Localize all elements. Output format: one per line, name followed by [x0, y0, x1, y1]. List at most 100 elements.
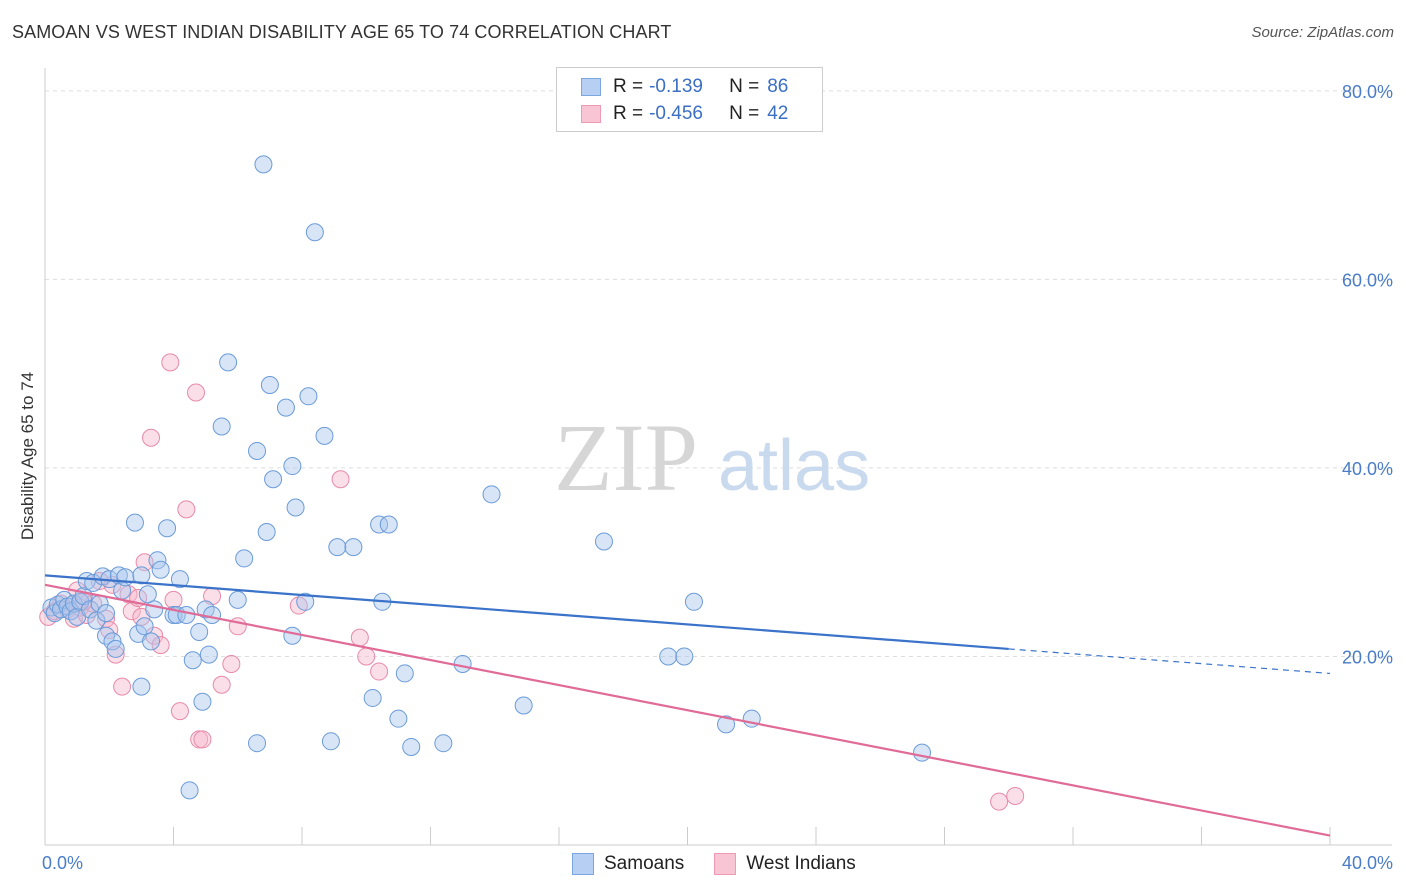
series-legend: Samoans West Indians	[572, 852, 886, 876]
samoans-point	[190, 622, 209, 641]
samoans-trend-extension	[1008, 648, 1331, 675]
west-indians-point	[193, 730, 212, 749]
samoans-point	[389, 709, 408, 728]
west-indians-point	[164, 590, 183, 609]
samoans-point	[180, 781, 199, 800]
west-indians-r-value: -0.456	[649, 103, 703, 124]
x-tick-label-max: 40.0%	[1342, 853, 1393, 873]
legend-item-samoans: Samoans	[572, 853, 684, 875]
legend-row-samoans: R = -0.139 N = 86	[581, 75, 788, 99]
samoans-point	[370, 515, 389, 534]
watermark-atlas: atlas	[718, 426, 870, 506]
samoans-point	[145, 600, 164, 619]
west-indians-point	[1006, 786, 1025, 805]
samoans-point	[199, 645, 218, 664]
west-indians-point	[106, 645, 125, 664]
tick-labels: 20.0% 40.0% 60.0% 80.0% 0.0% 40.0%	[42, 82, 1393, 873]
samoans-point	[675, 647, 694, 666]
samoans-n-label: N =	[729, 76, 760, 97]
samoans-r-value: -0.139	[649, 76, 703, 97]
samoans-point	[717, 715, 736, 734]
samoans-points	[42, 155, 932, 800]
samoans-point	[286, 498, 305, 517]
y-tick-label: 60.0%	[1342, 270, 1393, 290]
samoans-n-value: 86	[767, 76, 789, 97]
samoans-point	[299, 387, 318, 406]
samoans-point	[132, 677, 151, 696]
y-tick-label: 40.0%	[1342, 459, 1393, 479]
y-tick-label: 80.0%	[1342, 82, 1393, 102]
west-indians-point	[145, 626, 164, 645]
samoans-point	[264, 470, 283, 489]
west-indians-legend-label: West Indians	[746, 853, 856, 874]
trend-lines	[44, 574, 1331, 837]
x-tick-label-min: 0.0%	[42, 853, 83, 873]
samoans-point	[183, 651, 202, 670]
samoans-point	[296, 592, 315, 611]
samoans-swatch	[581, 78, 601, 96]
samoans-point	[453, 655, 472, 674]
samoans-point	[305, 223, 324, 242]
axes	[44, 68, 1392, 846]
samoans-point	[283, 626, 302, 645]
west-indians-point	[142, 428, 161, 447]
watermark: ZIP atlas	[554, 404, 870, 511]
west-indians-point	[100, 621, 119, 640]
chart-title: SAMOAN VS WEST INDIAN DISABILITY AGE 65 …	[12, 22, 672, 42]
samoans-point	[177, 605, 196, 624]
samoans-point	[158, 519, 177, 538]
samoans-point	[321, 732, 340, 751]
samoans-point	[684, 592, 703, 611]
samoans-point	[116, 568, 135, 587]
samoans-point	[212, 417, 231, 436]
samoans-legend-swatch	[572, 853, 594, 875]
west-indians-point	[370, 662, 389, 681]
samoans-point	[328, 538, 347, 557]
samoans-point	[64, 594, 83, 613]
west-indians-point	[177, 500, 196, 519]
samoans-point	[132, 566, 151, 585]
west-indians-n-value: 42	[767, 103, 789, 124]
samoans-point	[71, 592, 90, 611]
west-indians-point	[990, 792, 1009, 811]
samoans-point	[219, 353, 238, 372]
west-indians-point	[170, 702, 189, 721]
samoans-point	[482, 485, 501, 504]
samoans-point	[594, 532, 613, 551]
west-indians-point	[222, 655, 241, 674]
samoans-point	[203, 605, 222, 624]
west-indians-point	[151, 636, 170, 655]
watermark-zip: ZIP	[554, 404, 698, 511]
samoans-legend-label: Samoans	[604, 853, 685, 874]
west-indians-point	[161, 353, 180, 372]
west-indians-point	[357, 647, 376, 666]
samoans-point	[283, 457, 302, 476]
west-indians-point	[212, 675, 231, 694]
samoans-point	[260, 375, 279, 394]
samoans-point	[135, 617, 154, 636]
samoans-trend-line	[44, 574, 1009, 651]
samoans-point	[344, 538, 363, 557]
samoans-point	[315, 426, 334, 445]
legend-row-west-indians: R = -0.456 N = 42	[581, 102, 788, 126]
west-indians-point	[113, 677, 132, 696]
samoans-point	[434, 734, 453, 753]
samoans-point	[276, 398, 295, 417]
west-indians-r-label: R =	[613, 103, 644, 124]
samoans-point	[379, 515, 398, 534]
samoans-point	[151, 560, 170, 579]
west-indians-legend-swatch	[714, 853, 737, 875]
samoans-point	[395, 664, 414, 683]
legend-item-west-indians: West Indians	[714, 853, 856, 875]
samoans-point	[257, 523, 276, 542]
samoans-point	[142, 632, 161, 651]
gridlines	[45, 90, 1392, 657]
west-indians-point	[350, 628, 369, 647]
samoans-point	[148, 551, 167, 570]
samoans-point	[138, 585, 157, 604]
samoans-point	[514, 696, 533, 715]
samoans-point	[248, 441, 267, 460]
chart-source: Source: ZipAtlas.com	[1251, 24, 1394, 41]
y-tick-label: 20.0%	[1342, 647, 1393, 667]
